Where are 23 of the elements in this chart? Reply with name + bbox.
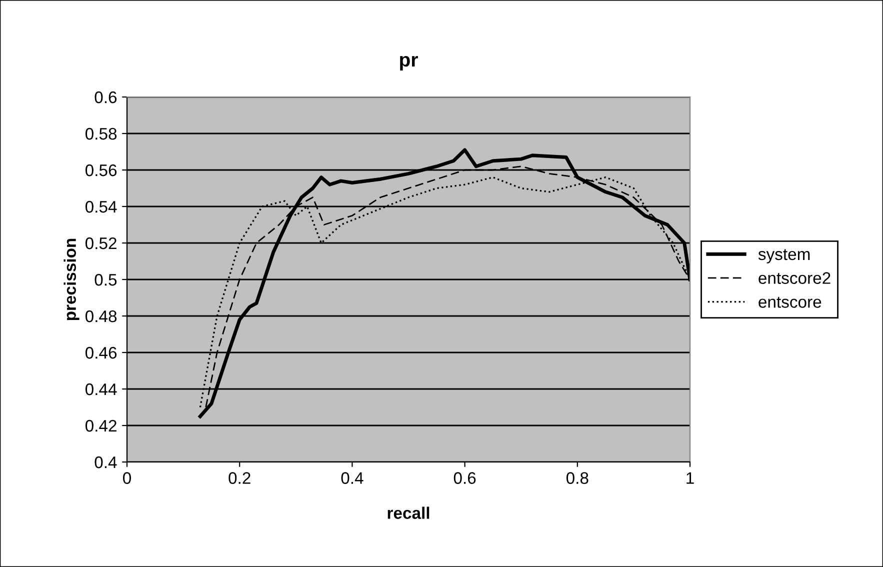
- y-tick-label: 0.52: [85, 237, 116, 250]
- y-tick-label: 0.44: [85, 383, 117, 396]
- legend-label: entscore: [758, 296, 822, 308]
- y-tick-label: 0.58: [85, 128, 117, 140]
- y-tick-label: 0.46: [85, 346, 117, 359]
- y-tick-label: 0.42: [85, 420, 116, 432]
- y-tick-label: 0.4: [94, 456, 117, 468]
- x-tick-label: 0.2: [228, 472, 250, 484]
- y-tick-label: 0.6: [94, 91, 117, 104]
- y-axis-title: precission: [64, 238, 80, 320]
- y-tick-label: 0.56: [85, 164, 117, 176]
- x-tick-label: 0.6: [454, 472, 476, 484]
- y-tick-label: 0.54: [85, 200, 117, 213]
- chart-title: pr: [400, 56, 418, 70]
- legend-label: system: [758, 249, 810, 264]
- x-axis-title: recall: [388, 506, 430, 519]
- x-tick-label: 1: [686, 472, 694, 484]
- x-tick-label: 0.8: [566, 472, 588, 484]
- y-tick-label: 0.5: [94, 274, 117, 286]
- legend-label: entscore2: [758, 272, 830, 284]
- y-tick-label: 0.48: [85, 310, 117, 322]
- x-tick-label: 0.4: [341, 472, 364, 484]
- x-tick-label: 0: [123, 472, 131, 484]
